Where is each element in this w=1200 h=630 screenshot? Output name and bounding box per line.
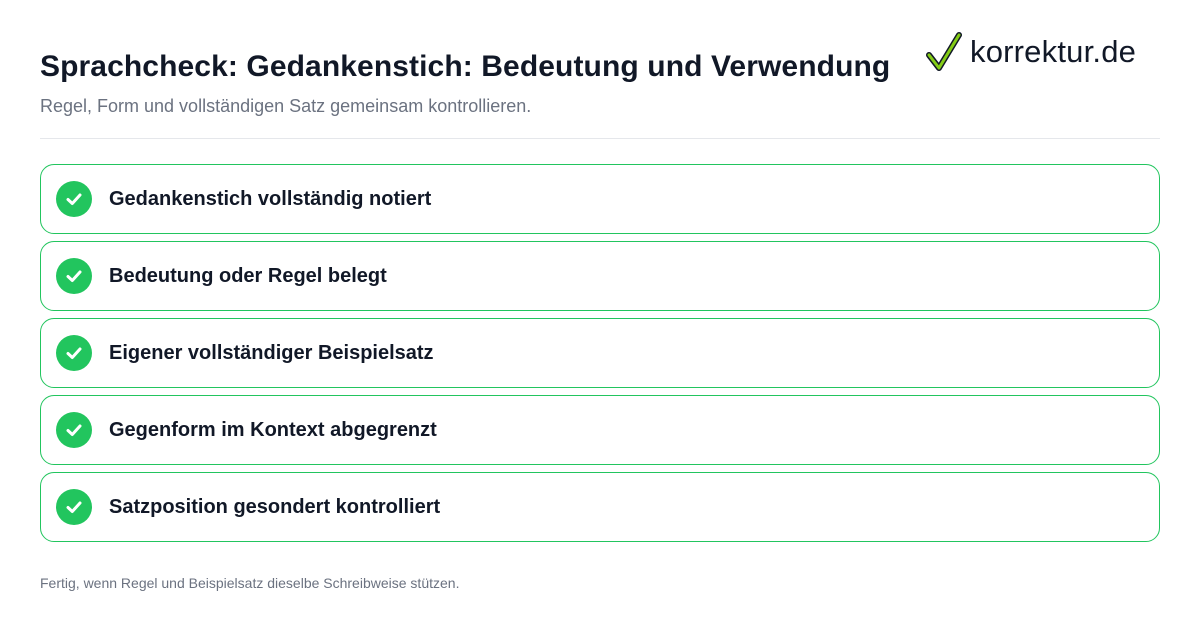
checklist-item: Bedeutung oder Regel belegt	[40, 241, 1160, 311]
footer-note: Fertig, wenn Regel und Beispielsatz dies…	[40, 575, 460, 591]
checkmark-icon	[926, 31, 962, 73]
checklist-item: Gegenform im Kontext abgegrenzt	[40, 395, 1160, 465]
check-circle-icon	[56, 489, 92, 525]
divider	[40, 138, 1160, 139]
logo-text: korrektur.de	[970, 34, 1137, 69]
checklist-item: Satzposition gesondert kontrolliert	[40, 472, 1160, 542]
check-circle-icon	[56, 335, 92, 371]
checklist: Gedankenstich vollständig notiert Bedeut…	[40, 164, 1160, 549]
checklist-item-label: Bedeutung oder Regel belegt	[109, 264, 387, 287]
check-circle-icon	[56, 412, 92, 448]
header: Sprachcheck: Gedankenstich: Bedeutung un…	[40, 50, 920, 84]
checklist-item-label: Satzposition gesondert kontrolliert	[109, 495, 441, 518]
page-title: Sprachcheck: Gedankenstich: Bedeutung un…	[40, 50, 891, 83]
brand-logo[interactable]: korrektur.de	[926, 30, 1136, 74]
checklist-item-label: Eigener vollständiger Beispielsatz	[109, 341, 434, 364]
checklist-item: Eigener vollständiger Beispielsatz	[40, 318, 1160, 388]
checklist-item-label: Gedankenstich vollständig notiert	[109, 187, 432, 210]
page-subtitle: Regel, Form und vollständigen Satz gemei…	[40, 96, 532, 116]
checklist-item-label: Gegenform im Kontext abgegrenzt	[109, 418, 437, 441]
checklist-item: Gedankenstich vollständig notiert	[40, 164, 1160, 234]
check-circle-icon	[56, 258, 92, 294]
check-circle-icon	[56, 181, 92, 217]
